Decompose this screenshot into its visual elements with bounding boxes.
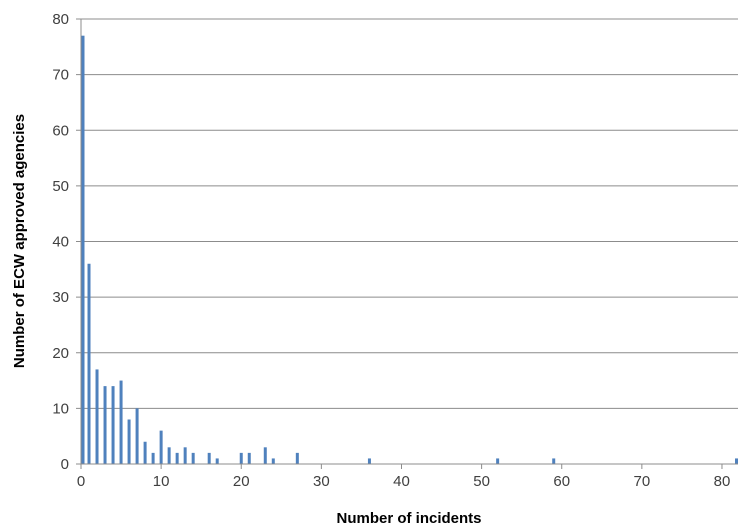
bar-1 bbox=[87, 263, 91, 464]
y-tick-label-40: 40 bbox=[52, 234, 69, 251]
axis-ticks bbox=[76, 18, 723, 469]
x-tick-label-20: 20 bbox=[233, 473, 250, 490]
y-tick-label-60: 60 bbox=[52, 122, 69, 139]
x-tick-label-80: 80 bbox=[714, 473, 731, 490]
bar-82 bbox=[735, 458, 738, 464]
gridlines bbox=[81, 18, 738, 409]
bar-6 bbox=[127, 419, 131, 464]
y-tick-label-70: 70 bbox=[52, 67, 69, 84]
x-axis-title: Number of incidents bbox=[336, 510, 481, 527]
bar-27 bbox=[295, 452, 299, 464]
x-tick-label-30: 30 bbox=[313, 473, 330, 490]
bar-21 bbox=[247, 452, 251, 464]
x-tick-labels: 0 10 20 30 40 50 60 70 80 bbox=[77, 473, 730, 490]
bars bbox=[81, 35, 738, 464]
x-tick-label-40: 40 bbox=[393, 473, 410, 490]
x-tick-label-60: 60 bbox=[553, 473, 570, 490]
bar-8 bbox=[143, 441, 147, 464]
bar-16 bbox=[207, 452, 211, 464]
bar-7 bbox=[135, 408, 139, 464]
x-tick-label-0: 0 bbox=[77, 473, 85, 490]
bar-14 bbox=[191, 452, 195, 464]
bar-5 bbox=[119, 380, 123, 464]
x-tick-label-70: 70 bbox=[634, 473, 651, 490]
bar-17 bbox=[215, 458, 219, 464]
bar-59 bbox=[552, 458, 556, 464]
y-tick-label-20: 20 bbox=[52, 345, 69, 362]
bar-52 bbox=[496, 458, 500, 464]
bar-20 bbox=[239, 452, 243, 464]
bar-12 bbox=[175, 452, 179, 464]
y-tick-label-0: 0 bbox=[61, 456, 69, 473]
bar-9 bbox=[151, 452, 155, 464]
y-tick-label-10: 10 bbox=[52, 400, 69, 417]
y-tick-labels: 0 10 20 30 40 50 60 70 80 bbox=[52, 11, 69, 473]
bar-23 bbox=[263, 447, 267, 464]
bar-36 bbox=[367, 458, 371, 464]
bar-2 bbox=[95, 369, 99, 464]
bar-0 bbox=[81, 35, 85, 464]
y-tick-label-80: 80 bbox=[52, 11, 69, 28]
bar-3 bbox=[103, 386, 107, 464]
y-tick-label-50: 50 bbox=[52, 178, 69, 195]
bar-24 bbox=[271, 458, 275, 464]
bar-13 bbox=[183, 447, 187, 464]
y-axis-title: Number of ECW approved agencies bbox=[11, 114, 28, 368]
y-tick-label-30: 30 bbox=[52, 289, 69, 306]
bar-4 bbox=[111, 386, 115, 464]
bar-10 bbox=[159, 430, 163, 464]
x-tick-label-10: 10 bbox=[153, 473, 170, 490]
bar-11 bbox=[167, 447, 171, 464]
x-tick-label-50: 50 bbox=[473, 473, 490, 490]
